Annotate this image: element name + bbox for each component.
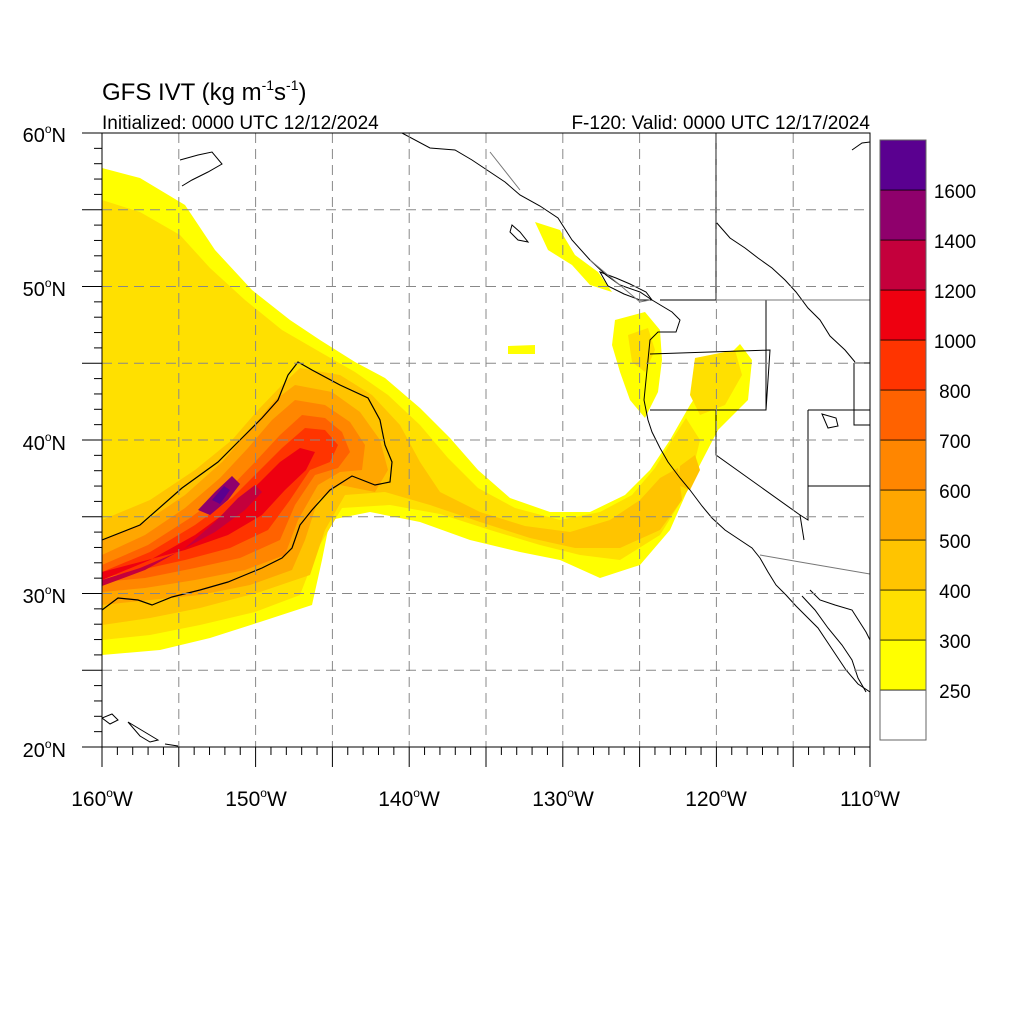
ivt-1200-region <box>102 485 262 586</box>
coastline <box>102 713 119 725</box>
lon-label-120: 120oW <box>685 786 747 811</box>
coastline <box>715 221 856 363</box>
colorbar-swatch <box>879 239 927 291</box>
colorbar-swatch <box>879 489 927 541</box>
colorbar-label-600: 600 <box>939 482 971 503</box>
coastline <box>809 589 870 641</box>
colorbar-swatch <box>879 189 927 241</box>
lat-label-40: 40oN <box>23 430 66 455</box>
tick-marks <box>82 132 871 767</box>
lat-label-50: 50oN <box>23 276 66 301</box>
colorbar-labels: 250 300 400 500 600 700 800 1000 1200 14… <box>934 182 976 703</box>
coastline <box>598 271 653 301</box>
coastline <box>401 133 870 693</box>
colorbar-label-500: 500 <box>939 532 971 553</box>
colorbar-label-800: 800 <box>939 382 971 403</box>
lat-label-60: 60oN <box>23 122 66 147</box>
lon-label-160: 160oW <box>71 786 133 811</box>
lon-label-140: 140oW <box>378 786 440 811</box>
lat-label-30: 30oN <box>23 583 66 608</box>
lon-label-150: 150oW <box>225 786 287 811</box>
ivt-shading <box>102 168 752 655</box>
gridlines <box>102 133 870 747</box>
coastline <box>164 743 179 747</box>
map-title: GFS IVT (kg m-1s-1) <box>102 77 306 106</box>
colorbar-label-1600: 1600 <box>934 182 976 203</box>
valid-time: F-120: Valid: 0000 UTC 12/17/2024 <box>571 113 870 134</box>
lat-labels: 20oN 30oN 40oN 50oN 60oN <box>23 122 66 762</box>
coastline <box>801 595 867 693</box>
initialized-time: Initialized: 0000 UTC 12/12/2024 <box>102 113 379 134</box>
colorbar <box>879 139 927 741</box>
ivt-1000-region <box>102 448 315 580</box>
colorbar-swatch <box>879 639 927 691</box>
ivt-1600-region <box>212 486 230 504</box>
colorbar-swatch <box>879 439 927 491</box>
colorbar-swatch <box>879 339 927 391</box>
lon-label-130: 130oW <box>532 786 594 811</box>
colorbar-swatch <box>879 539 927 591</box>
colorbar-swatch <box>879 139 927 191</box>
colorbar-label-1200: 1200 <box>934 282 976 303</box>
colorbar-label-300: 300 <box>939 632 971 653</box>
colorbar-label-1000: 1000 <box>934 332 976 353</box>
map-frame <box>101 132 871 748</box>
colorbar-swatch <box>879 589 927 641</box>
colorbar-label-250: 250 <box>939 682 971 703</box>
colorbar-swatch <box>879 689 927 741</box>
coastline <box>127 721 160 743</box>
lon-labels: 160oW 150oW 140oW 130oW 120oW 110oW <box>71 786 900 811</box>
ivt-400-region <box>678 455 700 490</box>
ivt-250-region <box>535 222 612 292</box>
coastline <box>821 413 839 429</box>
colorbar-label-1400: 1400 <box>934 232 976 253</box>
coastline <box>179 151 223 187</box>
colorbar-label-400: 400 <box>939 582 971 603</box>
contour-line <box>102 361 393 611</box>
ivt-250-region <box>508 345 535 354</box>
lat-label-20: 20oN <box>23 737 66 762</box>
colorbar-swatch <box>879 389 927 441</box>
coastline <box>509 224 530 243</box>
colorbar-frame <box>879 139 927 741</box>
colorbar-label-700: 700 <box>939 432 971 453</box>
lon-label-110: 110oW <box>840 786 900 811</box>
coastline <box>851 141 870 151</box>
colorbar-swatch <box>879 289 927 341</box>
